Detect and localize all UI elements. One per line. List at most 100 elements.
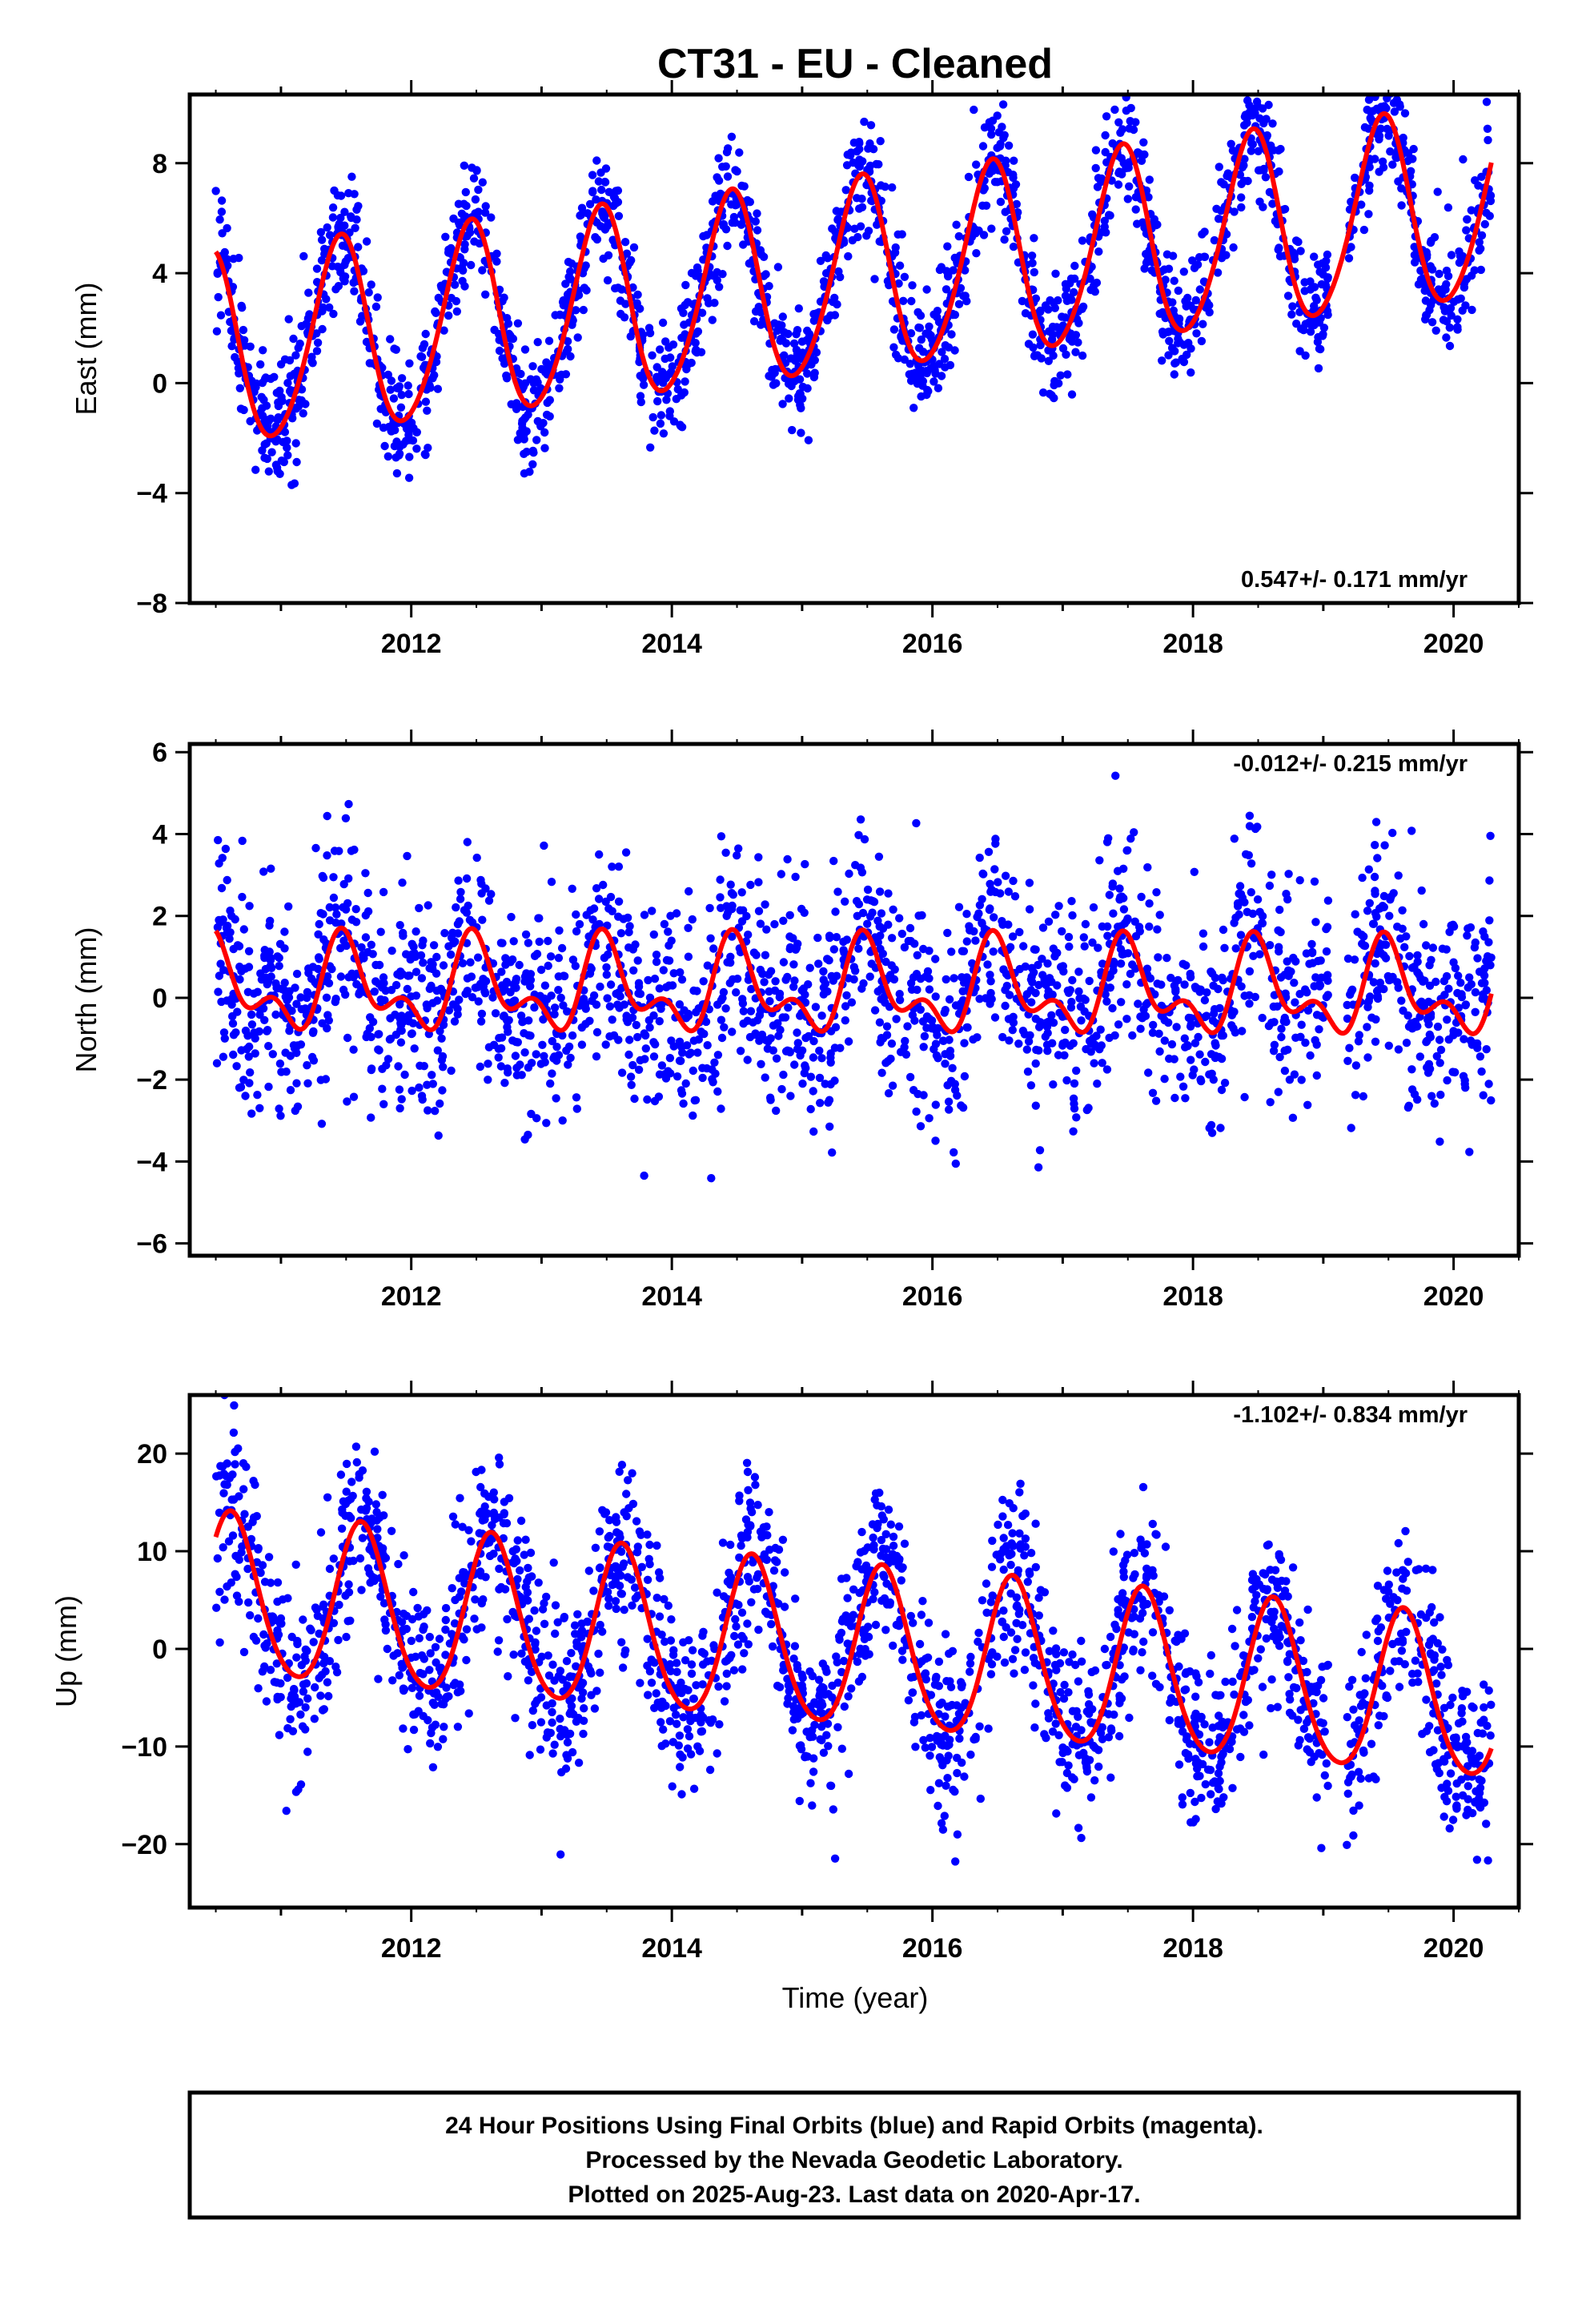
data-point <box>1049 351 1058 360</box>
data-point <box>829 856 838 866</box>
data-point <box>1369 978 1379 987</box>
data-point <box>1074 987 1083 996</box>
data-point <box>418 344 428 352</box>
data-point <box>779 1070 788 1080</box>
data-point <box>1124 163 1133 172</box>
data-point <box>1247 139 1256 147</box>
data-point <box>245 902 254 911</box>
y-tick-label: 4 <box>152 819 167 850</box>
data-point <box>1483 124 1492 133</box>
data-point <box>1174 975 1182 985</box>
data-point <box>713 1749 721 1758</box>
data-point <box>322 993 331 1003</box>
data-point <box>1053 981 1062 990</box>
data-point <box>457 263 467 272</box>
data-point <box>387 426 397 436</box>
data-point <box>1144 1068 1153 1077</box>
data-point <box>1288 302 1297 311</box>
data-point <box>402 950 411 959</box>
data-point <box>336 972 346 981</box>
data-point <box>494 1044 503 1053</box>
data-point <box>1139 1637 1148 1647</box>
data-point <box>633 290 642 300</box>
data-point <box>1051 269 1060 278</box>
data-point <box>463 987 472 995</box>
data-point <box>424 901 432 910</box>
data-point <box>458 276 467 286</box>
data-point <box>347 915 356 924</box>
x-tick-label: 2016 <box>902 629 963 659</box>
data-point <box>736 1047 745 1055</box>
data-point <box>460 1579 469 1588</box>
data-point <box>934 1054 942 1063</box>
data-point <box>1080 942 1089 951</box>
data-point <box>1248 68 1256 76</box>
data-point <box>1231 1028 1240 1037</box>
data-point <box>926 1734 934 1743</box>
data-point <box>634 1065 644 1075</box>
data-point <box>1092 278 1102 287</box>
data-point <box>251 1049 259 1058</box>
y-tick-label: 8 <box>152 149 167 179</box>
data-point <box>783 972 792 982</box>
data-point <box>1170 1055 1178 1063</box>
data-point <box>1211 1804 1220 1814</box>
data-point <box>842 991 851 1000</box>
data-point <box>293 1041 302 1050</box>
data-point <box>373 293 382 302</box>
data-point <box>718 994 727 1003</box>
data-point <box>1383 124 1391 134</box>
data-point <box>826 311 835 320</box>
data-point <box>598 209 607 218</box>
data-point <box>1264 1022 1274 1031</box>
data-point <box>253 1091 262 1100</box>
data-point <box>397 391 406 400</box>
data-point <box>800 1068 809 1078</box>
data-point <box>266 916 275 926</box>
data-point <box>1077 1636 1086 1646</box>
data-point <box>452 307 461 316</box>
data-point <box>954 903 964 911</box>
data-point <box>335 1600 343 1610</box>
data-point <box>983 960 992 969</box>
data-point <box>651 1039 660 1049</box>
data-point <box>585 199 595 209</box>
data-point <box>608 862 616 871</box>
data-point <box>428 1071 436 1080</box>
data-point <box>884 920 893 929</box>
data-point <box>817 1054 826 1063</box>
data-point <box>665 343 673 352</box>
data-point <box>877 984 886 994</box>
data-point <box>974 1628 983 1638</box>
data-point <box>1195 1050 1204 1059</box>
data-point <box>662 396 671 404</box>
data-point <box>1270 1040 1279 1050</box>
data-point <box>675 1037 685 1047</box>
data-point <box>1245 811 1255 820</box>
data-point <box>499 1012 508 1021</box>
data-point <box>498 354 507 363</box>
data-point <box>1306 328 1315 336</box>
data-point <box>777 321 786 330</box>
data-point <box>1463 215 1472 224</box>
data-point <box>1148 1088 1158 1098</box>
data-point <box>530 1003 539 1012</box>
data-point <box>403 984 412 994</box>
data-point <box>865 972 874 981</box>
data-point <box>837 1667 846 1677</box>
data-point <box>1484 135 1492 145</box>
data-point <box>1207 1069 1216 1079</box>
data-point <box>815 1046 824 1055</box>
data-point <box>1407 1065 1416 1074</box>
data-point <box>877 1068 886 1077</box>
data-point <box>1102 1065 1112 1074</box>
data-point <box>427 981 436 991</box>
data-point <box>478 178 487 187</box>
model-fit-line-east <box>214 111 1494 439</box>
data-point <box>789 1655 798 1663</box>
data-point <box>592 884 601 893</box>
data-point <box>557 370 566 380</box>
data-point <box>1098 922 1107 931</box>
data-point <box>1430 1099 1439 1108</box>
data-point <box>785 911 794 920</box>
